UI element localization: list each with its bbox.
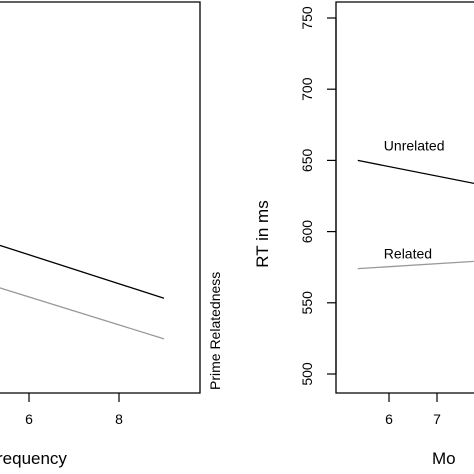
left-x-tick-label: 8 (115, 411, 123, 427)
right-series-label-1: Related (384, 246, 432, 262)
right-y-tick-label: 750 (299, 6, 315, 30)
right-series-line-1 (357, 260, 474, 270)
left-series-group (0, 244, 165, 340)
right-y-tick-label: 500 (299, 362, 315, 386)
right-y-tick-label: 650 (299, 149, 315, 173)
right-y-tick-label: 600 (299, 220, 315, 244)
left-series-line-0 (0, 244, 165, 299)
right-x-tick-label: 6 (385, 411, 393, 427)
right-series-label-0: Unrelated (384, 137, 445, 153)
right-y-tick-label: 700 (299, 77, 315, 101)
right-x-tick-label: 7 (433, 411, 441, 427)
left-x-tick-label: 6 (25, 411, 33, 427)
right-series-line-0 (357, 159, 474, 185)
left-series-line-1 (0, 287, 165, 340)
left-plot-frame (0, 1, 201, 394)
left-x-axis-label: requency (0, 449, 67, 468)
right-y-ticks: 500 550 600 650 700 750 (299, 6, 337, 386)
right-y-axis-label: RT in ms (253, 200, 272, 267)
right-series-group: Unrelated Related (357, 137, 474, 270)
right-plot-frame (335, 1, 474, 394)
prime-relatedness-label: Prime Relatedness (207, 272, 223, 390)
right-x-axis-label: Mo (432, 449, 456, 468)
right-y-tick-label: 550 (299, 291, 315, 315)
